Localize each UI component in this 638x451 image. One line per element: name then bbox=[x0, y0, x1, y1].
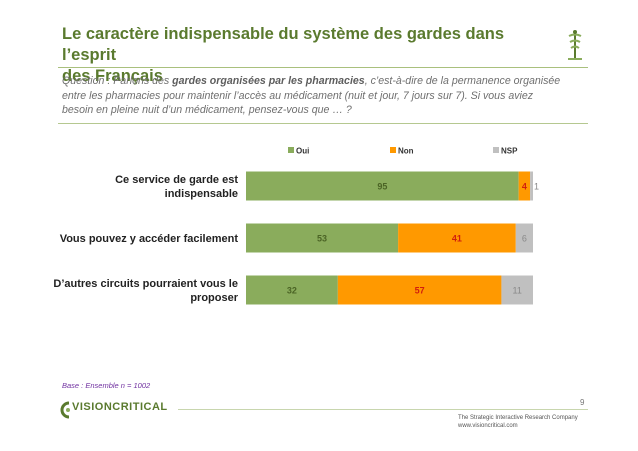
category-label-1-line-2: indispensable bbox=[165, 188, 238, 200]
legend-swatch-nsp bbox=[493, 147, 499, 153]
data-label-nsp-1: 1 bbox=[534, 182, 539, 192]
page-number: 9 bbox=[580, 398, 585, 407]
data-label-non-2: 41 bbox=[452, 234, 462, 244]
footer-divider bbox=[178, 409, 588, 410]
question-bold: gardes organisées par les pharmacies bbox=[172, 75, 365, 87]
question-line-2: entre les pharmacies pour maintenir l’ac… bbox=[62, 89, 534, 102]
question-rest: , c’est-à-dire de la permanence organisé… bbox=[364, 75, 561, 87]
sample-base-note: Base : Ensemble n = 1002 bbox=[62, 381, 151, 390]
title-divider bbox=[58, 67, 588, 68]
data-label-oui-2: 53 bbox=[317, 234, 327, 244]
bar-non-3 bbox=[337, 275, 502, 305]
bar-nsp-1 bbox=[530, 171, 533, 201]
visioncritical-logo-icon bbox=[60, 401, 70, 419]
legend-label-non: Non bbox=[398, 147, 414, 156]
question-prefix: Question : Parlons des bbox=[62, 75, 173, 87]
data-label-nsp-3: 11 bbox=[513, 286, 522, 296]
category-label-3-line-1: D’autres circuits pourraient vous le bbox=[53, 278, 238, 290]
slide-title-line-1: Le caractère indispensable du système de… bbox=[62, 25, 505, 64]
data-label-non-1: 4 bbox=[522, 182, 527, 192]
question-divider bbox=[58, 123, 588, 124]
footer-brand: VISIONCRITICAL bbox=[72, 401, 168, 413]
legend-swatch-non bbox=[390, 147, 396, 153]
category-label-2: Vous pouvez y accéder facilement bbox=[60, 233, 239, 245]
bar-oui-2 bbox=[246, 223, 399, 253]
question-line-1: Question : Parlons des gardes organisées… bbox=[62, 74, 572, 89]
data-label-non-3: 57 bbox=[415, 286, 425, 296]
caduceus-logo-icon bbox=[568, 30, 582, 60]
bar-nsp-2 bbox=[515, 223, 533, 253]
legend-label-nsp: NSP bbox=[501, 147, 518, 156]
data-label-oui-1: 95 bbox=[377, 182, 387, 192]
bar-non-2 bbox=[398, 223, 516, 253]
bar-oui-3 bbox=[246, 275, 338, 305]
slide-title-line-2: des Français bbox=[62, 67, 163, 85]
legend-swatch-oui bbox=[288, 147, 294, 153]
footer-tagline-url: www.visioncritical.com bbox=[458, 423, 518, 429]
category-label-1-line-1: Ce service de garde est bbox=[115, 174, 238, 186]
question-line-3: besoin en pleine nuit d’un médicament, p… bbox=[62, 104, 352, 116]
bar-non-1 bbox=[518, 171, 531, 201]
category-label-3-line-2: proposer bbox=[190, 292, 238, 304]
slide-title: Le caractère indispensable du système de… bbox=[62, 24, 542, 87]
bar-oui-1 bbox=[246, 171, 519, 201]
bar-nsp-3 bbox=[501, 275, 533, 305]
legend-label-oui: Oui bbox=[296, 147, 309, 156]
data-label-oui-3: 32 bbox=[287, 286, 297, 296]
data-label-nsp-2: 6 bbox=[522, 234, 527, 244]
footer-tagline: The Strategic Interactive Research Compa… bbox=[458, 414, 578, 430]
question-text: Question : Parlons des gardes organisées… bbox=[62, 74, 572, 118]
footer-tagline-company: The Strategic Interactive Research Compa… bbox=[458, 415, 578, 421]
